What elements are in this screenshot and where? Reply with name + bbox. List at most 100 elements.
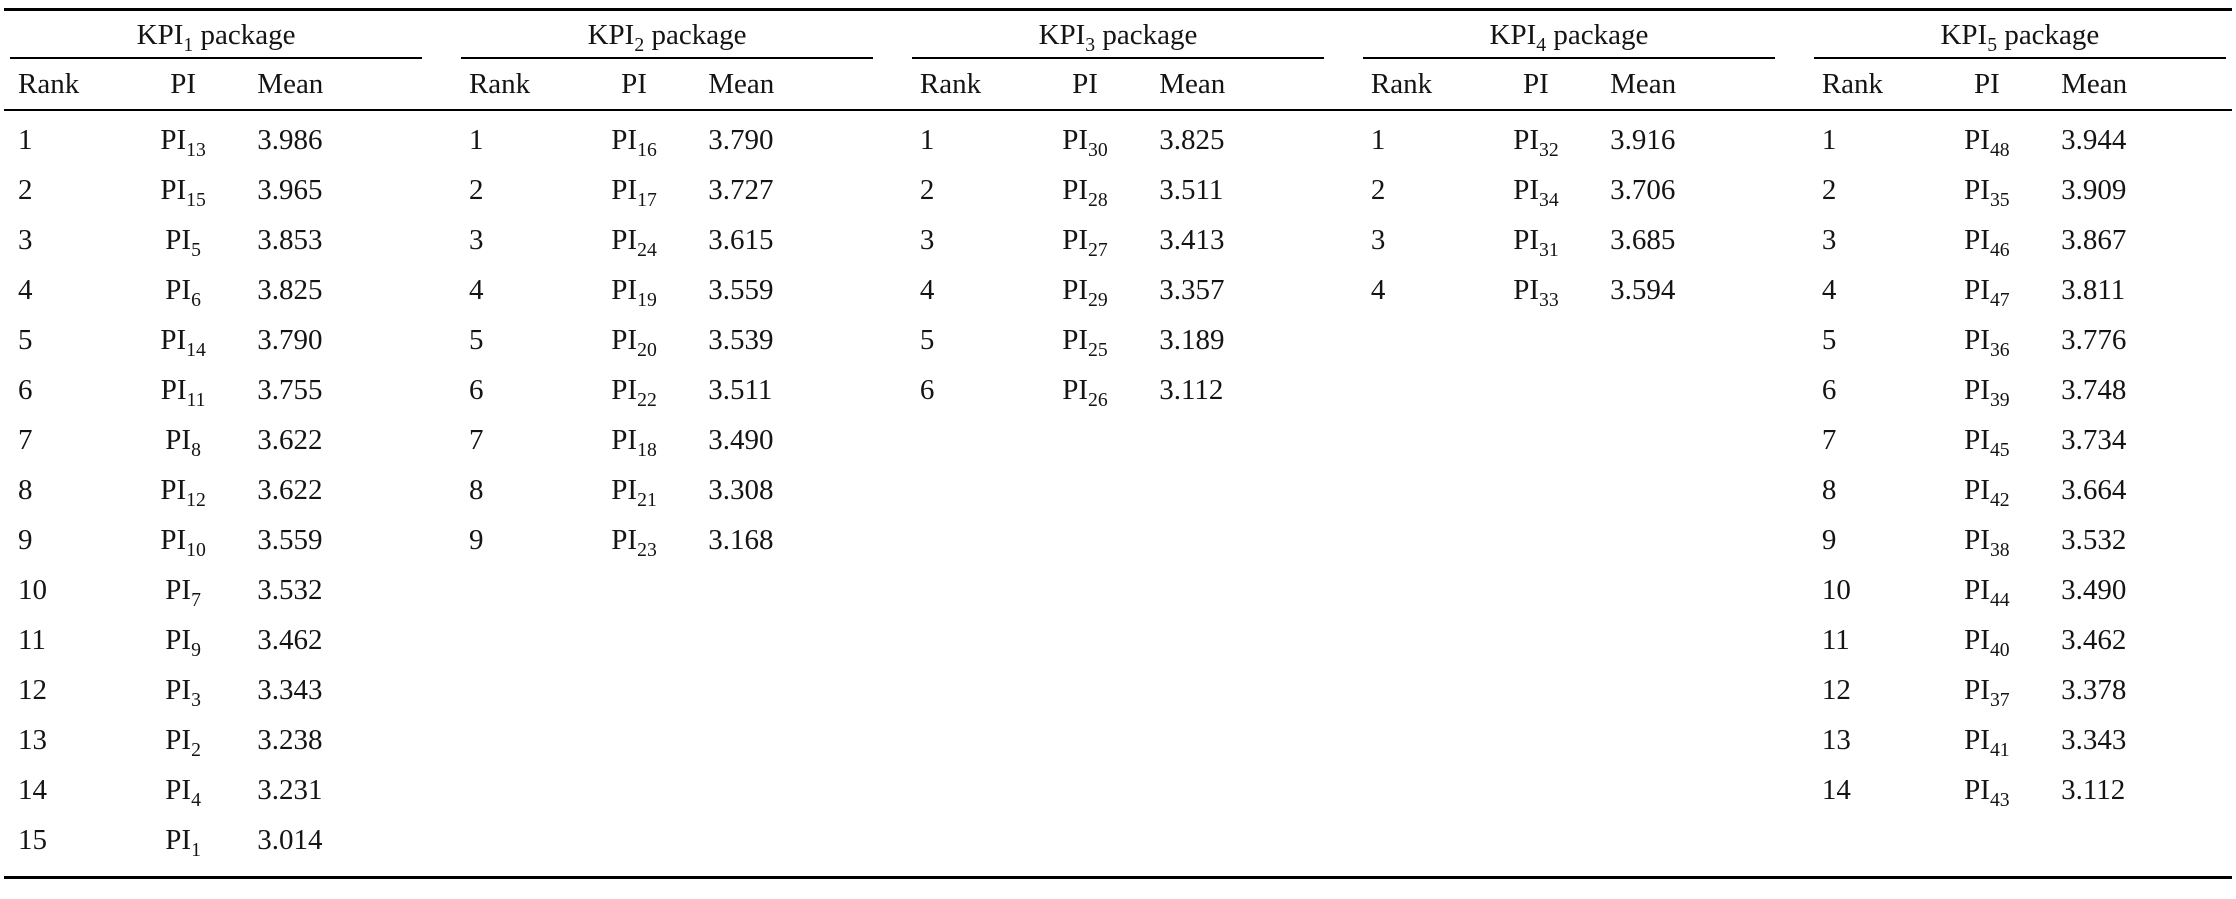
rank-cell: 4 <box>1370 274 1386 306</box>
pi-cell: PI43 <box>1913 765 2061 815</box>
pi-label-base: PI <box>165 624 192 656</box>
mean-cell: 3.378 <box>2061 674 2127 706</box>
pi-label-subscript: 16 <box>637 138 657 161</box>
pi-label-base: PI <box>165 774 192 806</box>
table-row: 5 PI25 3.189 <box>912 315 1324 365</box>
kpi-packages-row: KPI1 package Rank PI Mean 1 PI13 3.986 2 PI15 3.9… <box>10 11 2226 865</box>
package-title-suffix: package <box>1095 19 1198 51</box>
pi-label-subscript: 32 <box>1539 138 1559 161</box>
pi-label-subscript: 25 <box>1088 338 1108 361</box>
pi-label-base: PI <box>165 674 192 706</box>
pi-cell: PI27 <box>1011 215 1159 265</box>
mean-cell: 3.511 <box>1159 174 1224 206</box>
pi-label-base: PI <box>1964 774 1990 806</box>
pi-label-subscript: 9 <box>191 638 201 661</box>
package-title-base: KPI <box>587 19 635 51</box>
rank-cell: 5 <box>1821 324 1837 356</box>
rank-cell: 2 <box>468 174 484 206</box>
pi-cell: PI15 <box>109 165 257 215</box>
pi-label-base: PI <box>165 724 192 756</box>
pi-label-base: PI <box>611 274 638 306</box>
table-bottom-rule <box>4 876 2232 879</box>
rank-cell: 14 <box>18 774 47 806</box>
pi-cell: PI20 <box>560 315 708 365</box>
table-row: 1 PI30 3.825 <box>912 115 1324 165</box>
table-row: 1 PI48 3.944 <box>1814 115 2226 165</box>
table-row: 14 PI43 3.112 <box>1814 765 2226 815</box>
pi-label-base: PI <box>1513 274 1539 306</box>
rank-cell: 5 <box>468 324 484 356</box>
rank-cell: 6 <box>18 374 33 406</box>
pi-cell: PI5 <box>109 215 257 265</box>
table-row: 2 PI15 3.965 <box>10 165 422 215</box>
pi-label-subscript: 41 <box>1989 738 2010 761</box>
pi-label-base: PI <box>1964 474 1990 506</box>
pi-label-base: PI <box>1964 374 1990 406</box>
rank-cell: 8 <box>1821 474 1837 506</box>
column-header-pi: PI <box>170 68 196 100</box>
pi-label-subscript: 46 <box>1989 238 2010 261</box>
rank-cell: 13 <box>1821 724 1851 756</box>
rank-cell: 3 <box>919 224 935 256</box>
rank-cell: 1 <box>18 124 33 156</box>
pi-label-base: PI <box>1964 224 1990 256</box>
pi-cell: PI46 <box>1913 215 2061 265</box>
pi-cell: PI22 <box>560 365 708 415</box>
kpi-package-column: KPI3 package Rank PI Mean 1 PI30 3.825 2 PI28 3.5… <box>911 11 1325 415</box>
package-rows: 1 PI16 3.790 2 PI17 3.727 3 PI24 3.615 4 PI19 3.559… <box>461 107 873 565</box>
table-row: 8 PI21 3.308 <box>461 465 873 515</box>
mean-cell: 3.462 <box>257 624 323 656</box>
package-title-subscript: 4 <box>1536 33 1547 56</box>
rank-cell: 1 <box>468 124 484 156</box>
table-row: 12 PI37 3.378 <box>1814 665 2226 715</box>
pi-cell: PI36 <box>1913 315 2061 365</box>
pi-cell: PI47 <box>1913 265 2061 315</box>
mean-cell: 3.965 <box>257 174 323 206</box>
pi-label-subscript: 22 <box>637 388 657 411</box>
pi-label-subscript: 29 <box>1088 288 1108 311</box>
mean-cell: 3.825 <box>1159 124 1225 156</box>
pi-label-subscript: 24 <box>637 238 657 261</box>
mean-cell: 3.727 <box>708 174 774 206</box>
mean-cell: 3.986 <box>257 124 323 156</box>
table-row: 4 PI19 3.559 <box>461 265 873 315</box>
pi-cell: PI45 <box>1913 415 2061 465</box>
mean-cell: 3.615 <box>708 224 774 256</box>
rank-cell: 8 <box>18 474 33 506</box>
package-title-subscript: 5 <box>1987 33 1998 56</box>
mean-cell: 3.343 <box>257 674 323 706</box>
pi-label-subscript: 45 <box>1989 438 2010 461</box>
pi-label-base: PI <box>1062 124 1089 156</box>
pi-label-subscript: 39 <box>1989 388 2010 411</box>
pi-label-base: PI <box>611 524 638 556</box>
mean-cell: 3.539 <box>708 324 774 356</box>
package-title-base: KPI <box>1489 19 1537 51</box>
column-header-rank: Rank <box>468 68 531 100</box>
rank-cell: 4 <box>919 274 935 306</box>
pi-label-subscript: 37 <box>1989 688 2010 711</box>
package-title: KPI5 package <box>1813 11 2226 59</box>
package-title: KPI1 package <box>10 11 423 59</box>
table-row: 8 PI42 3.664 <box>1814 465 2226 515</box>
rank-cell: 6 <box>1821 374 1837 406</box>
pi-cell: PI29 <box>1011 265 1159 315</box>
pi-label-base: PI <box>160 474 187 506</box>
rank-cell: 2 <box>18 174 33 206</box>
pi-label-subscript: 33 <box>1539 288 1559 311</box>
pi-cell: PI17 <box>560 165 708 215</box>
pi-label-base: PI <box>1062 324 1089 356</box>
mean-cell: 3.825 <box>257 274 323 306</box>
pi-cell: PI48 <box>1913 115 2061 165</box>
column-header-pi: PI <box>621 68 647 100</box>
table-row: 10 PI44 3.490 <box>1814 565 2226 615</box>
pi-cell: PI33 <box>1462 265 1610 315</box>
pi-label-subscript: 44 <box>1989 588 2010 611</box>
rank-cell: 2 <box>1821 174 1837 206</box>
mean-cell: 3.622 <box>257 424 323 456</box>
mean-cell: 3.511 <box>708 374 773 406</box>
rank-cell: 11 <box>18 624 46 656</box>
pi-cell: PI9 <box>109 615 257 665</box>
pi-cell: PI7 <box>109 565 257 615</box>
pi-cell: PI30 <box>1011 115 1159 165</box>
pi-label-base: PI <box>1513 124 1539 156</box>
